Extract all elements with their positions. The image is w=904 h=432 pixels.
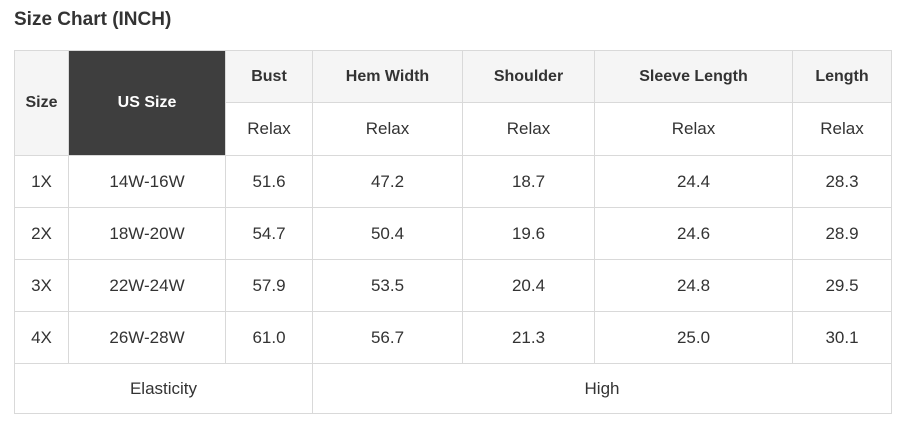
- elasticity-label-cell: Elasticity: [14, 363, 313, 414]
- cell-shoulder: 19.6: [462, 207, 595, 260]
- cell-size: 3X: [14, 259, 69, 312]
- subheader-cell-hem-width-relax: Relax: [312, 102, 463, 156]
- subheader-cell-sleeve-length-relax: Relax: [594, 102, 793, 156]
- table-row-4x: 4X 26W-28W 61.0 56.7 21.3 25.0 30.1: [14, 311, 892, 364]
- cell-us-size: 22W-24W: [68, 259, 226, 312]
- cell-us-size: 26W-28W: [68, 311, 226, 364]
- size-chart-table: Size US Size Bust Hem Width Shoulder Sle…: [14, 50, 892, 414]
- table-row-2x: 2X 18W-20W 54.7 50.4 19.6 24.6 28.9: [14, 207, 892, 260]
- cell-size: 2X: [14, 207, 69, 260]
- cell-length: 30.1: [792, 311, 892, 364]
- cell-shoulder: 21.3: [462, 311, 595, 364]
- page-title: Size Chart (INCH): [14, 9, 172, 30]
- table-row-3x: 3X 22W-24W 57.9 53.5 20.4 24.8 29.5: [14, 259, 892, 312]
- header-cell-bust: Bust: [225, 50, 313, 103]
- cell-shoulder: 20.4: [462, 259, 595, 312]
- cell-length: 29.5: [792, 259, 892, 312]
- cell-size: 4X: [14, 311, 69, 364]
- table-row-elasticity: Elasticity High: [14, 363, 892, 414]
- cell-us-size: 14W-16W: [68, 155, 226, 208]
- header-cell-us-size: US Size: [68, 50, 226, 156]
- cell-sleeve-length: 24.4: [594, 155, 793, 208]
- cell-length: 28.3: [792, 155, 892, 208]
- cell-shoulder: 18.7: [462, 155, 595, 208]
- cell-hem-width: 56.7: [312, 311, 463, 364]
- header-row-labels: Size US Size Bust Hem Width Shoulder Sle…: [14, 50, 892, 156]
- cell-bust: 54.7: [225, 207, 313, 260]
- cell-bust: 61.0: [225, 311, 313, 364]
- table-row-1x: 1X 14W-16W 51.6 47.2 18.7 24.4 28.3: [14, 155, 892, 208]
- header-cell-hem-width: Hem Width: [312, 50, 463, 103]
- cell-bust: 51.6: [225, 155, 313, 208]
- subheader-cell-shoulder-relax: Relax: [462, 102, 595, 156]
- header-cell-length: Length: [792, 50, 892, 103]
- cell-sleeve-length: 24.8: [594, 259, 793, 312]
- cell-hem-width: 53.5: [312, 259, 463, 312]
- cell-length: 28.9: [792, 207, 892, 260]
- header-row-fit-type: Relax Relax Relax Relax Relax: [15, 102, 892, 156]
- cell-bust: 57.9: [225, 259, 313, 312]
- header-cell-shoulder: Shoulder: [462, 50, 595, 103]
- cell-us-size: 18W-20W: [68, 207, 226, 260]
- cell-size: 1X: [14, 155, 69, 208]
- header-cell-size: Size: [14, 50, 69, 156]
- subheader-cell-length-relax: Relax: [792, 102, 892, 156]
- cell-hem-width: 50.4: [312, 207, 463, 260]
- subheader-cell-bust-relax: Relax: [225, 102, 313, 156]
- cell-sleeve-length: 25.0: [594, 311, 793, 364]
- cell-sleeve-length: 24.6: [594, 207, 793, 260]
- header-cell-sleeve-length: Sleeve Length: [594, 50, 793, 103]
- cell-hem-width: 47.2: [312, 155, 463, 208]
- elasticity-value-cell: High: [312, 363, 892, 414]
